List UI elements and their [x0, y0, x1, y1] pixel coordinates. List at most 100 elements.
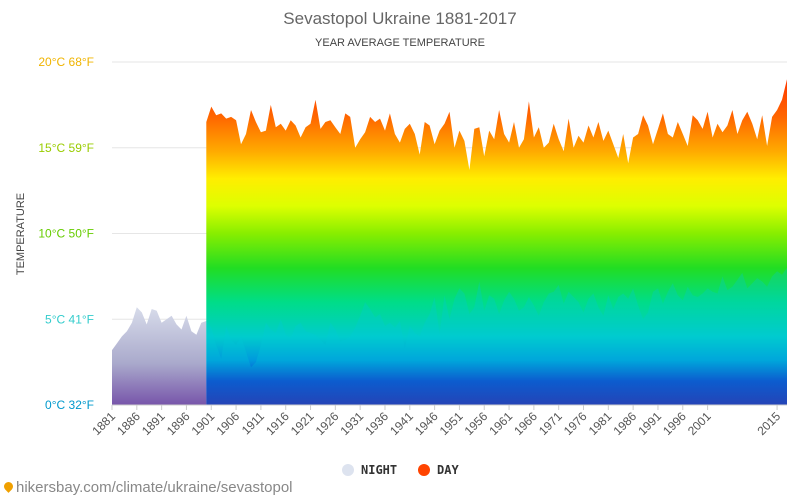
day-data-point[interactable]: [220, 112, 222, 114]
day-data-point[interactable]: [478, 126, 480, 128]
day-data-point[interactable]: [523, 138, 525, 140]
night-data-point[interactable]: [389, 322, 391, 324]
day-data-point[interactable]: [414, 133, 416, 135]
night-data-point[interactable]: [344, 339, 346, 341]
night-data-point[interactable]: [309, 332, 311, 334]
night-data-point[interactable]: [548, 292, 550, 294]
night-data-point[interactable]: [741, 272, 743, 274]
day-data-point[interactable]: [617, 157, 619, 159]
legend-item-night[interactable]: NIGHT: [342, 463, 397, 477]
night-data-point[interactable]: [592, 292, 594, 294]
day-data-point[interactable]: [339, 133, 341, 135]
legend-item-day[interactable]: DAY: [418, 463, 459, 477]
day-data-point[interactable]: [627, 162, 629, 164]
day-data-point[interactable]: [706, 111, 708, 113]
day-data-point[interactable]: [359, 138, 361, 140]
night-data-point[interactable]: [483, 310, 485, 312]
day-data-point[interactable]: [582, 141, 584, 143]
day-data-point[interactable]: [210, 105, 212, 107]
night-data-point[interactable]: [374, 316, 376, 318]
night-data-point[interactable]: [314, 334, 316, 336]
day-data-point[interactable]: [433, 143, 435, 145]
night-data-point[interactable]: [384, 325, 386, 327]
night-data-point[interactable]: [711, 291, 713, 293]
day-data-point[interactable]: [309, 123, 311, 125]
night-data-point[interactable]: [270, 328, 272, 330]
day-data-point[interactable]: [369, 116, 371, 118]
night-data-point[interactable]: [324, 344, 326, 346]
day-data-point[interactable]: [215, 114, 217, 116]
day-data-point[interactable]: [409, 123, 411, 125]
night-data-point[interactable]: [220, 358, 222, 360]
night-data-point[interactable]: [468, 313, 470, 315]
night-data-point[interactable]: [414, 332, 416, 334]
day-data-point[interactable]: [662, 112, 664, 114]
night-data-point[interactable]: [170, 315, 172, 317]
day-data-point[interactable]: [294, 124, 296, 126]
day-data-point[interactable]: [657, 128, 659, 130]
day-data-point[interactable]: [518, 147, 520, 149]
day-data-point[interactable]: [319, 128, 321, 130]
night-data-point[interactable]: [260, 344, 262, 346]
day-data-point[interactable]: [334, 126, 336, 128]
night-data-point[interactable]: [349, 335, 351, 337]
day-data-point[interactable]: [329, 119, 331, 121]
day-data-point[interactable]: [602, 140, 604, 142]
night-data-point[interactable]: [617, 296, 619, 298]
day-data-point[interactable]: [344, 112, 346, 114]
day-data-point[interactable]: [721, 131, 723, 133]
day-data-point[interactable]: [513, 121, 515, 123]
night-data-point[interactable]: [210, 327, 212, 329]
night-data-point[interactable]: [136, 306, 138, 308]
night-data-point[interactable]: [493, 298, 495, 300]
night-data-point[interactable]: [225, 325, 227, 327]
night-data-point[interactable]: [235, 344, 237, 346]
night-data-point[interactable]: [781, 274, 783, 276]
day-data-point[interactable]: [255, 121, 257, 123]
night-data-point[interactable]: [285, 334, 287, 336]
day-data-point[interactable]: [389, 112, 391, 114]
night-data-point[interactable]: [185, 315, 187, 317]
night-data-point[interactable]: [642, 318, 644, 320]
night-data-point[interactable]: [751, 282, 753, 284]
day-data-point[interactable]: [687, 145, 689, 147]
day-data-point[interactable]: [280, 123, 282, 125]
night-data-point[interactable]: [126, 330, 128, 332]
night-data-point[interactable]: [200, 322, 202, 324]
night-data-point[interactable]: [612, 308, 614, 310]
day-data-point[interactable]: [612, 143, 614, 145]
day-data-point[interactable]: [508, 141, 510, 143]
day-data-point[interactable]: [270, 104, 272, 106]
night-data-point[interactable]: [657, 287, 659, 289]
night-data-point[interactable]: [111, 349, 113, 351]
night-data-point[interactable]: [563, 303, 565, 305]
night-data-point[interactable]: [553, 291, 555, 293]
day-data-point[interactable]: [592, 136, 594, 138]
day-data-point[interactable]: [453, 147, 455, 149]
night-data-point[interactable]: [478, 280, 480, 282]
day-data-point[interactable]: [230, 116, 232, 118]
day-data-point[interactable]: [285, 129, 287, 131]
night-data-point[interactable]: [280, 318, 282, 320]
day-data-point[interactable]: [374, 121, 376, 123]
day-data-point[interactable]: [468, 169, 470, 171]
day-data-point[interactable]: [260, 131, 262, 133]
day-data-point[interactable]: [697, 119, 699, 121]
night-data-point[interactable]: [697, 296, 699, 298]
day-data-point[interactable]: [667, 133, 669, 135]
night-data-point[interactable]: [726, 289, 728, 291]
day-data-point[interactable]: [304, 126, 306, 128]
day-data-point[interactable]: [299, 136, 301, 138]
day-data-point[interactable]: [265, 129, 267, 131]
day-data-point[interactable]: [567, 117, 569, 119]
night-data-point[interactable]: [399, 320, 401, 322]
day-data-point[interactable]: [607, 129, 609, 131]
day-data-point[interactable]: [424, 121, 426, 123]
day-data-point[interactable]: [756, 138, 758, 140]
night-data-point[interactable]: [394, 327, 396, 329]
day-data-point[interactable]: [483, 155, 485, 157]
night-data-point[interactable]: [508, 291, 510, 293]
day-data-point[interactable]: [384, 129, 386, 131]
night-data-point[interactable]: [250, 366, 252, 368]
day-data-point[interactable]: [493, 138, 495, 140]
